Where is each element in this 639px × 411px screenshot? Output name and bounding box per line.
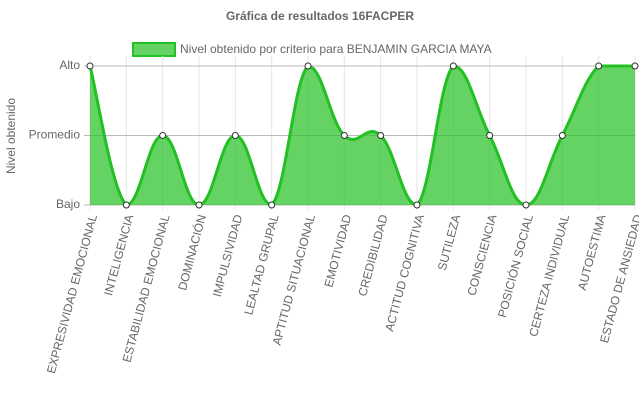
point <box>558 132 566 139</box>
x-tick-label: IMPULSIVIDAD <box>210 213 246 299</box>
point <box>86 62 94 70</box>
point <box>522 201 530 209</box>
x-tick-label: ACTITUD COGNITIVA <box>382 213 427 333</box>
y-tick-label: Bajo <box>56 197 80 211</box>
x-tick-label: POSICIÓN SOCIAL <box>494 212 536 319</box>
x-tick-label: CREDIBILIDAD <box>355 213 390 298</box>
point <box>486 132 494 139</box>
x-tick-label: CERTEZA INDIVIDUAL <box>526 213 572 338</box>
x-tick-label: AUTOESTIMA <box>575 213 609 292</box>
point <box>122 201 130 209</box>
point <box>595 62 603 70</box>
point <box>413 201 421 209</box>
x-tick-label: SUTILEZA <box>435 213 463 272</box>
x-tick-label: LEALTAD GRUPAL <box>241 213 281 317</box>
x-tick-label: DOMINACIÓN <box>174 213 209 292</box>
x-tick-label: INTELIGENCIA <box>101 213 136 297</box>
legend-swatch <box>132 42 176 57</box>
y-axis-title: Nivel obtenido <box>4 98 18 174</box>
point <box>195 201 203 209</box>
point <box>159 132 167 139</box>
y-tick-label: Alto <box>59 58 80 72</box>
point <box>340 132 348 139</box>
point <box>449 62 457 70</box>
line <box>88 64 635 207</box>
point <box>631 62 639 70</box>
x-tick-label: CONSCIENCIA <box>465 213 500 297</box>
x-tick-label: EXPRESIVIDAD EMOCIONAL <box>44 213 100 375</box>
point <box>268 201 276 209</box>
x-tick-label: EMOTIVIDAD <box>321 213 354 289</box>
point <box>304 62 312 70</box>
point <box>377 132 385 139</box>
y-tick-label: Promedio <box>29 128 81 142</box>
legend-label: Nivel obtenido por criterio para BENJAMI… <box>180 42 492 56</box>
point <box>231 132 239 139</box>
chart-title: Gráfica de resultados 16FACPER <box>226 9 414 23</box>
